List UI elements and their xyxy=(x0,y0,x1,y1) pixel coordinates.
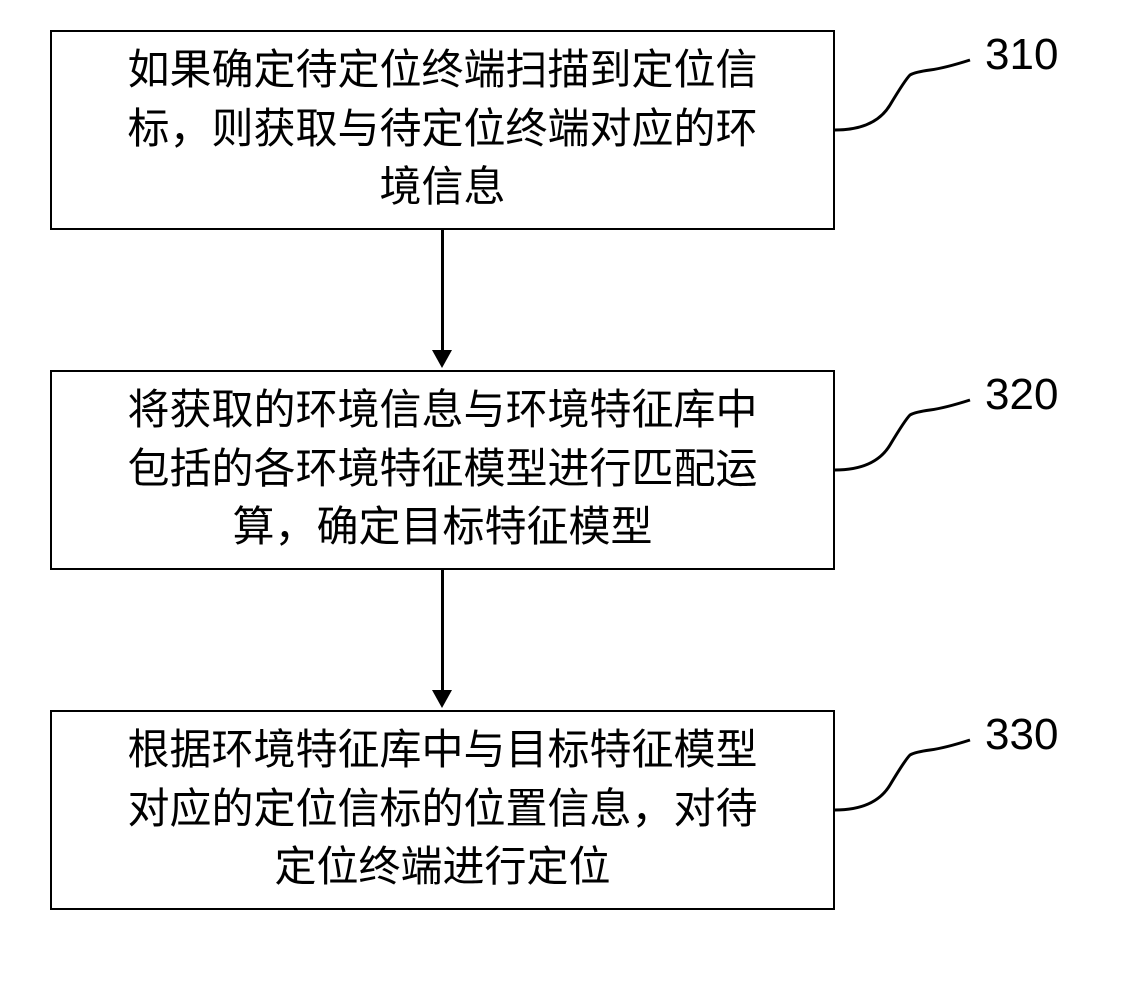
curly-connector-1 xyxy=(835,50,985,160)
step-label-2: 320 xyxy=(985,370,1058,420)
flow-box-1: 如果确定待定位终端扫描到定位信标，则获取与待定位终端对应的环境信息 xyxy=(50,30,835,230)
arrow-head-2-3 xyxy=(432,690,452,708)
arrow-head-1-2 xyxy=(432,350,452,368)
flow-box-2-text: 将获取的环境信息与环境特征库中包括的各环境特征模型进行匹配运算，确定目标特征模型 xyxy=(127,382,757,558)
curly-connector-2 xyxy=(835,390,985,500)
connector-2-3 xyxy=(441,570,444,690)
flow-box-1-text: 如果确定待定位终端扫描到定位信标，则获取与待定位终端对应的环境信息 xyxy=(127,42,757,218)
flow-box-3-text: 根据环境特征库中与目标特征模型对应的定位信标的位置信息，对待定位终端进行定位 xyxy=(127,722,757,898)
step-label-3: 330 xyxy=(985,710,1058,760)
connector-1-2 xyxy=(441,230,444,350)
step-label-1: 310 xyxy=(985,30,1058,80)
flow-box-3: 根据环境特征库中与目标特征模型对应的定位信标的位置信息，对待定位终端进行定位 xyxy=(50,710,835,910)
curly-connector-3 xyxy=(835,730,985,840)
flowchart-container: 如果确定待定位终端扫描到定位信标，则获取与待定位终端对应的环境信息 310 将获… xyxy=(0,0,1138,992)
flow-box-2: 将获取的环境信息与环境特征库中包括的各环境特征模型进行匹配运算，确定目标特征模型 xyxy=(50,370,835,570)
